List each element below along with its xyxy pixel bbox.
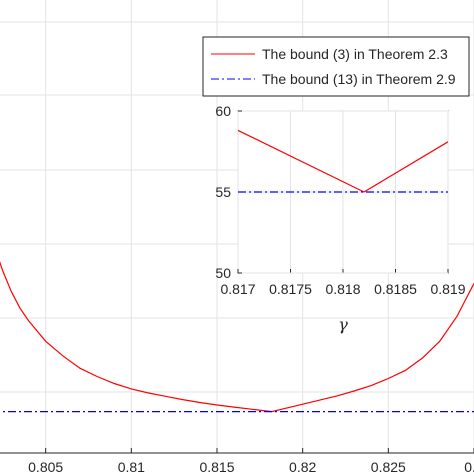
- inset-x-axis-label: γ: [338, 315, 348, 334]
- inset-y-tick-label: 50: [215, 265, 231, 281]
- main-x-tick-label: 0.81: [118, 459, 145, 474]
- inset-series-line-1: [237, 129, 449, 193]
- main-x-tick-label: 0.8: [464, 459, 474, 474]
- main-x-tick-label: 0.825: [371, 459, 406, 474]
- inset-x-tick-label: 0.8185: [374, 281, 417, 297]
- inset-y-tick-label: 60: [215, 103, 231, 119]
- legend-box: [202, 36, 470, 97]
- inset-x-tick-label: 0.818: [325, 281, 360, 297]
- legend-label-theorem-2-9: The bound (13) in Theorem 2.9: [262, 71, 456, 87]
- main-x-tick-label: 0.815: [199, 459, 234, 474]
- legend-label-theorem-2-3: The bound (3) in Theorem 2.3: [262, 46, 448, 62]
- inset-series: [237, 129, 449, 193]
- legend: The bound (3) in Theorem 2.3 The bound (…: [202, 36, 470, 97]
- main-series: [0, 260, 474, 413]
- main-x-tick-labels: 0.805 0.81 0.815 0.82 0.825 0.8: [28, 459, 474, 474]
- inset-x-tick-label: 0.8175: [269, 281, 312, 297]
- inset-y-tick-label: 55: [215, 184, 231, 200]
- inset-x-tick-label: 0.817: [220, 281, 255, 297]
- main-x-tick-label: 0.82: [289, 459, 316, 474]
- main-x-tick-label: 0.805: [28, 459, 63, 474]
- inset-tick-labels: 0.817 0.8175 0.818 0.8185 0.819 50 55 60: [215, 103, 465, 297]
- inset-chart: 0.817 0.8175 0.818 0.8185 0.819 50 55 60 γ: [215, 103, 465, 334]
- main-series-line-1: [0, 260, 474, 413]
- inset-x-tick-label: 0.819: [430, 281, 465, 297]
